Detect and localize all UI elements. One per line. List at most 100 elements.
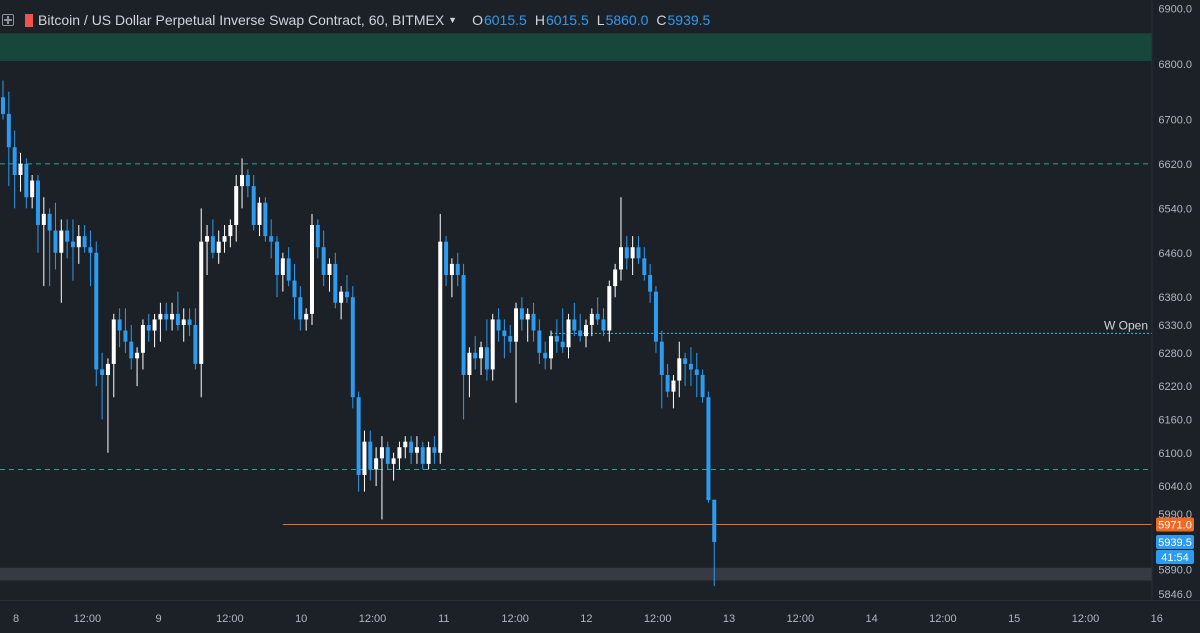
ohlc-high: H 6015.5 xyxy=(535,12,589,28)
ohlc-close-key: C xyxy=(656,12,667,28)
flag-icon[interactable] xyxy=(25,13,33,27)
price-tick-label: 6380.0 xyxy=(1158,292,1192,304)
candle-body xyxy=(327,263,332,275)
candle-body xyxy=(368,441,373,470)
candle-body xyxy=(205,236,210,242)
price-zone xyxy=(0,33,1152,62)
candle-body xyxy=(170,313,175,320)
candle-body xyxy=(426,447,431,464)
candle-body xyxy=(601,319,606,331)
candle-body xyxy=(152,319,157,331)
candle-body xyxy=(53,230,58,253)
candle-body xyxy=(199,241,204,364)
ohlc-low-key: L xyxy=(596,12,605,28)
candle-body xyxy=(339,291,344,303)
time-tick-label: 15 xyxy=(1008,613,1020,625)
candle-body xyxy=(642,258,647,275)
ohlc-close-value: 5939.5 xyxy=(667,12,711,28)
candle-body xyxy=(362,441,367,475)
candle-body xyxy=(554,336,559,342)
candle-body xyxy=(275,241,280,275)
candle-body xyxy=(549,336,554,359)
candle-body xyxy=(333,263,338,303)
candle-body xyxy=(397,447,402,459)
level-label: W Open xyxy=(1104,318,1148,332)
candle-body xyxy=(344,291,349,298)
ohlc-high-key: H xyxy=(534,12,545,28)
candle-body xyxy=(420,447,425,464)
candle-body xyxy=(257,202,262,225)
price-label-box xyxy=(1156,534,1194,549)
candle-body xyxy=(41,213,46,225)
candle-body xyxy=(409,441,414,453)
candle-body xyxy=(624,247,629,259)
candle-body xyxy=(374,458,379,470)
candle-body xyxy=(490,319,495,370)
time-tick-label: 14 xyxy=(865,613,877,625)
candle-body xyxy=(391,458,396,464)
candle-body xyxy=(82,236,87,248)
add-symbol-icon[interactable] xyxy=(2,14,14,26)
ohlc-readout: O 6015.5 H 6015.5 L 5860.0 C 5939.5 xyxy=(472,12,710,28)
candle-body xyxy=(519,308,524,320)
candle-body xyxy=(677,358,682,381)
candle-body xyxy=(65,230,70,242)
price-label-text: 41:54 xyxy=(1161,552,1189,564)
ohlc-open: O 6015.5 xyxy=(472,12,527,28)
candle-body xyxy=(216,241,221,253)
candle-body xyxy=(298,297,303,320)
time-tick-label: 12:00 xyxy=(501,613,529,625)
candle-body xyxy=(508,336,513,342)
symbol-title[interactable]: Bitcoin / US Dollar Perpetual Inverse Sw… xyxy=(38,12,445,28)
time-tick-label: 12 xyxy=(580,613,592,625)
candle-body xyxy=(35,180,40,225)
ohlc-open-key: O xyxy=(472,12,483,28)
candle-body xyxy=(630,247,635,259)
candles-layer xyxy=(1,80,717,587)
candle-body xyxy=(607,286,612,331)
time-tick-label: 12:00 xyxy=(216,613,244,625)
price-tick-label: 6160.0 xyxy=(1158,414,1192,426)
candle-body xyxy=(479,347,484,359)
candle-body xyxy=(228,225,233,237)
candle-body xyxy=(88,247,93,253)
candle-body xyxy=(403,441,408,448)
candle-body xyxy=(706,397,711,500)
price-tick-label: 6330.0 xyxy=(1158,320,1192,332)
chevron-down-icon[interactable]: ▼ xyxy=(448,15,458,25)
candle-body xyxy=(648,275,653,292)
time-tick-label: 12:00 xyxy=(929,613,957,625)
candle-body xyxy=(12,147,17,175)
price-tick-label: 6700.0 xyxy=(1158,114,1192,126)
candle-body xyxy=(222,236,227,242)
candle-body xyxy=(251,186,256,225)
candle-body xyxy=(671,380,676,392)
candle-body xyxy=(193,325,198,364)
price-tick-label: 6040.0 xyxy=(1158,481,1192,493)
candle-body xyxy=(653,291,658,342)
price-tick-label: 6800.0 xyxy=(1158,59,1192,71)
candle-body xyxy=(572,319,577,331)
price-tick-label: 6540.0 xyxy=(1158,203,1192,215)
candle-body xyxy=(659,341,664,375)
price-label-text: 5939.5 xyxy=(1158,537,1192,549)
time-tick-label: 9 xyxy=(156,613,162,625)
candle-body xyxy=(467,352,472,375)
price-tick-label: 5890.0 xyxy=(1158,564,1192,576)
price-label-box xyxy=(1156,517,1194,532)
candle-body xyxy=(636,247,641,259)
time-tick-label: 13 xyxy=(723,613,735,625)
candle-body xyxy=(531,313,536,331)
candle-body xyxy=(461,275,466,375)
ohlc-close: C 5939.5 xyxy=(656,12,710,28)
candle-body xyxy=(385,447,390,464)
price-axis xyxy=(1152,0,1200,628)
time-tick-label: 10 xyxy=(295,613,307,625)
time-tick-label: 11 xyxy=(438,613,449,625)
candle-body xyxy=(560,341,565,348)
candle-body xyxy=(595,313,600,320)
candle-body xyxy=(30,180,35,198)
candle-body xyxy=(158,313,163,320)
